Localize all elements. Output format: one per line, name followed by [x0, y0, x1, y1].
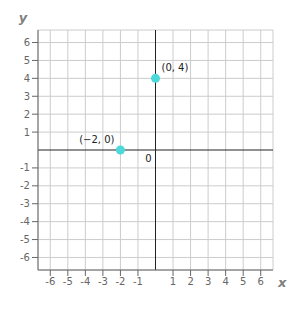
- svg-text:4: 4: [222, 276, 228, 287]
- svg-text:1: 1: [24, 127, 30, 138]
- svg-text:-6: -6: [20, 252, 30, 263]
- svg-text:-5: -5: [20, 234, 30, 245]
- svg-text:-3: -3: [98, 276, 108, 287]
- svg-text:-4: -4: [20, 216, 30, 227]
- svg-text:-1: -1: [20, 162, 30, 173]
- svg-text:-3: -3: [20, 198, 30, 209]
- svg-text:2: 2: [187, 276, 193, 287]
- svg-text:(−2, 0): (−2, 0): [79, 134, 114, 145]
- svg-text:y: y: [19, 10, 28, 25]
- svg-text:x: x: [277, 275, 287, 290]
- svg-text:-5: -5: [63, 276, 73, 287]
- svg-text:0: 0: [145, 153, 151, 164]
- svg-text:5: 5: [24, 55, 30, 66]
- svg-text:-6: -6: [45, 276, 55, 287]
- svg-text:3: 3: [205, 276, 211, 287]
- svg-text:3: 3: [24, 91, 30, 102]
- svg-text:1: 1: [170, 276, 176, 287]
- svg-text:6: 6: [258, 276, 264, 287]
- svg-text:-2: -2: [20, 180, 30, 191]
- svg-text:-1: -1: [133, 276, 143, 287]
- svg-text:5: 5: [240, 276, 246, 287]
- svg-text:-2: -2: [115, 276, 125, 287]
- svg-text:(0, 4): (0, 4): [162, 62, 189, 73]
- svg-text:4: 4: [24, 73, 30, 84]
- svg-text:6: 6: [24, 37, 30, 48]
- svg-text:2: 2: [24, 109, 30, 120]
- svg-text:-4: -4: [80, 276, 90, 287]
